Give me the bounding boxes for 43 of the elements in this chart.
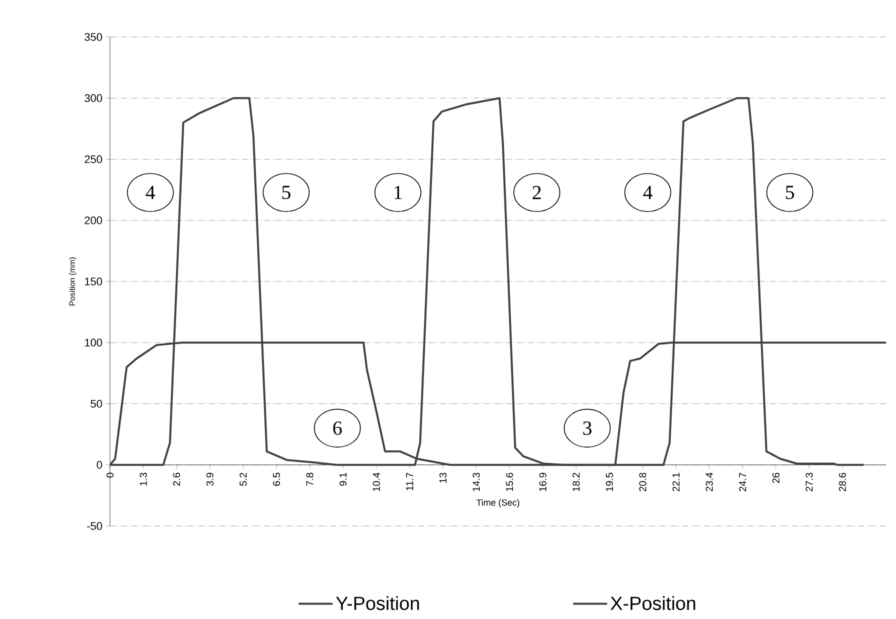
annotation: 4 <box>146 186 156 200</box>
x-tick-label: 26 <box>772 472 780 483</box>
x-tick-label: 11.7 <box>406 472 414 490</box>
x-tick-label: 6.5 <box>272 472 280 486</box>
x-axis-title: Time (Sec) <box>476 499 520 508</box>
x-tick-label: 24.7 <box>739 472 746 492</box>
y-tick-label: 200 <box>84 216 102 224</box>
y-tick-label: 0 <box>96 460 102 469</box>
annotation: 5 <box>282 186 290 200</box>
x-tick-label: 13 <box>439 472 446 483</box>
x-tick-label: 16.9 <box>539 472 546 492</box>
annotation: 4 <box>643 186 652 200</box>
x-tick-label: 7.8 <box>306 472 314 486</box>
x-tick-label: 18.2 <box>572 472 580 492</box>
annotation: 6 <box>333 422 342 435</box>
x-tick-label: 3.9 <box>206 472 214 486</box>
x-tick-label: 1.3 <box>140 472 147 486</box>
legend-label: Y-Position <box>336 596 419 610</box>
y-tick-label: -50 <box>87 522 102 530</box>
annotation: 3 <box>583 422 592 435</box>
x-tick-label: 10.4 <box>372 472 380 492</box>
y-tick-label: 300 <box>84 94 102 102</box>
y-tick-label: 250 <box>84 155 102 164</box>
annotation: 1 <box>394 186 402 200</box>
x-tick-label: 2.6 <box>173 472 180 486</box>
x-tick-label: 20.8 <box>639 472 646 492</box>
y-tick-label: 150 <box>85 278 102 286</box>
x-tick-label: 23.4 <box>706 472 713 492</box>
x-tick-label: 19.5 <box>606 472 613 492</box>
y-tick-label: 50 <box>90 400 102 408</box>
x-tick-label: 14.3 <box>472 472 480 492</box>
x-tick-label: 22.1 <box>672 472 680 492</box>
annotation: 5 <box>786 186 794 200</box>
x-tick-label: 28.6 <box>838 472 846 492</box>
y-tick-label: 350 <box>84 33 102 41</box>
x-tick-label: 15.6 <box>506 472 514 492</box>
legend-label: X-Position <box>610 596 696 610</box>
x-tick-label: 0 <box>106 472 114 478</box>
x-tick-label: 9.1 <box>340 472 347 486</box>
x-tick-label: 27.3 <box>806 472 813 492</box>
x-tick-label: 5.2 <box>240 472 247 486</box>
annotation: 2 <box>532 186 541 200</box>
y-tick-label: 100 <box>85 338 102 346</box>
